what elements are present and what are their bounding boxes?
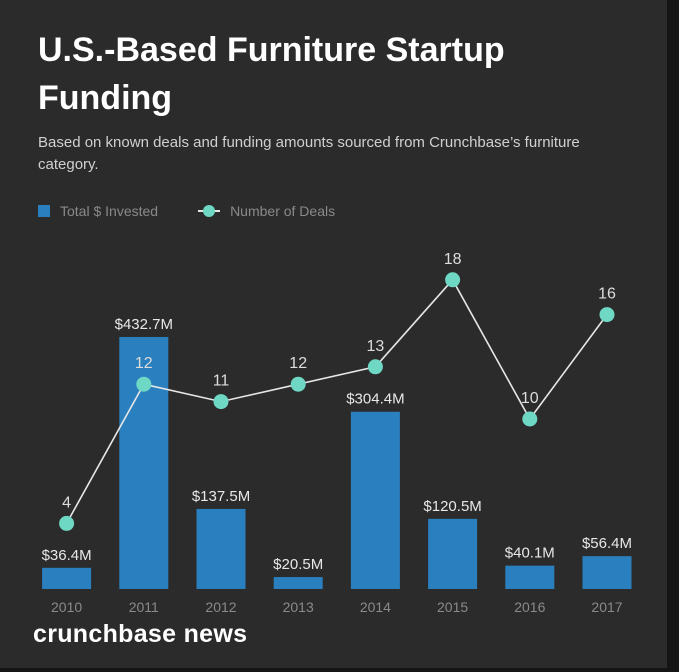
deal-point-2013: [290, 376, 306, 392]
bar-label-2012: $137.5M: [192, 488, 250, 505]
legend-bar-swatch: [38, 205, 50, 217]
bar-2015: [428, 518, 478, 589]
frame-edge: [667, 0, 679, 672]
legend-label-deals: Number of Deals: [230, 203, 336, 219]
legend-line-swatch: [198, 205, 221, 217]
x-tick-2011: 2011: [129, 599, 159, 615]
deal-label-2011: 12: [135, 355, 153, 372]
legend-item-deals: Number of Deals: [198, 203, 335, 219]
x-tick-2017: 2017: [591, 599, 622, 615]
x-tick-2013: 2013: [283, 599, 314, 615]
legend-label-invested: Total $ Invested: [60, 203, 159, 219]
legend-item-invested: Total $ Invested: [38, 203, 158, 219]
bar-2016: [505, 565, 555, 589]
bar-2012: [196, 508, 246, 589]
deal-label-2014: 13: [367, 338, 385, 355]
deal-point-2012: [213, 394, 229, 410]
bar-label-2011: $432.7M: [115, 316, 173, 333]
deals-line: [65, 278, 608, 524]
deal-label-2015: 18: [444, 251, 462, 268]
bar-label-2016: $40.1M: [505, 545, 555, 562]
brand-logo-text: crunchbase news: [33, 620, 248, 648]
chart-subtitle: Based on known deals and funding amounts…: [38, 134, 580, 173]
x-tick-2016: 2016: [514, 599, 545, 615]
bar-label-2017: $56.4M: [582, 535, 632, 552]
bar-2011: [119, 337, 169, 589]
deal-label-2013: 12: [289, 355, 307, 372]
deal-point-2011: [136, 376, 152, 392]
legend: Total $ Invested Number of Deals: [38, 201, 375, 221]
bar-2017: [582, 556, 632, 589]
x-tick-2010: 2010: [51, 599, 82, 615]
x-tick-2015: 2015: [437, 599, 468, 615]
bar-2013: [273, 577, 323, 589]
deal-point-2017: [599, 307, 615, 323]
bar-2014: [350, 411, 400, 589]
bar-label-2013: $20.5M: [273, 556, 323, 573]
bar-2010: [42, 567, 92, 589]
deal-point-2010: [59, 515, 75, 531]
frame-edge-bottom: [0, 668, 679, 672]
bar-label-2015: $120.5M: [423, 498, 481, 515]
chart-title: U.S.-Based Furniture Startup Funding: [38, 31, 505, 117]
deal-label-2010: 4: [62, 494, 71, 511]
x-tick-2014: 2014: [360, 599, 391, 615]
deal-point-2015: [445, 272, 461, 288]
deal-label-2016: 10: [521, 390, 539, 407]
deal-point-2016: [522, 411, 538, 427]
deal-label-2017: 16: [598, 286, 616, 303]
bar-label-2014: $304.4M: [346, 391, 404, 408]
bar-label-2010: $36.4M: [42, 547, 92, 564]
deal-point-2014: [367, 359, 383, 375]
deal-label-2012: 11: [213, 373, 230, 390]
x-tick-2012: 2012: [205, 599, 236, 615]
